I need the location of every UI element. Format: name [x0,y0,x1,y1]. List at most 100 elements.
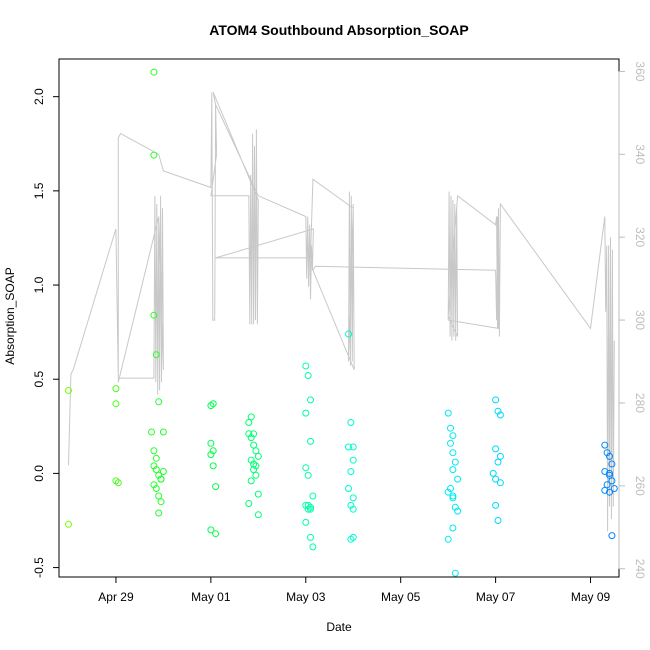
data-point-93 [449,524,457,532]
data-point-98 [494,407,502,415]
data-point-27 [209,400,217,408]
data-point-35 [245,419,253,426]
data-point-18 [150,481,158,489]
data-point-110 [606,452,613,460]
data-point-96 [449,492,457,500]
y-axis-label: Absorption_SOAP [3,267,17,364]
data-point-52 [302,362,310,370]
right-tick-label-1: 260 [633,476,647,496]
data-point-20 [155,492,163,500]
data-point-76 [347,501,355,509]
data-point-104 [492,475,500,483]
data-point-94 [444,535,452,543]
data-point-112 [601,468,609,475]
x-tick-label-5: May 09 [571,590,611,604]
data-point-42 [254,452,262,460]
data-point-100 [492,445,500,453]
data-point-84 [449,449,457,457]
data-point-25 [157,475,165,483]
data-point-103 [489,469,497,477]
data-point-15 [152,466,160,474]
data-point-88 [447,485,454,492]
data-point-9 [152,351,160,359]
y-tick-label-5: 2.0 [32,88,46,105]
data-point-105 [496,479,504,487]
x-axis-label: Date [326,620,352,634]
data-point-19 [152,485,160,492]
data-point-119 [608,532,616,540]
y-tick-label-1: 0.0 [32,465,46,482]
right-tick-label-0: 240 [633,559,647,579]
data-point-113 [606,471,613,479]
data-point-32 [212,483,220,491]
data-point-12 [150,447,158,455]
data-point-36 [247,413,255,421]
data-point-95 [451,569,459,577]
data-point-75 [349,494,357,502]
right-tick-label-2: 280 [633,393,647,413]
data-point-8 [150,311,158,319]
y-tick-label-2: 0.5 [32,371,46,388]
data-point-63 [302,518,310,526]
right-tick-label-4: 320 [633,227,647,247]
data-point-47 [252,471,260,479]
data-point-89 [444,488,452,496]
data-point-21 [157,498,165,506]
data-point-49 [254,490,262,498]
data-point-16 [155,471,163,479]
secondary-line [68,92,615,532]
data-point-68 [345,330,352,338]
data-point-1 [65,520,72,528]
data-point-111 [608,460,616,468]
data-point-118 [606,488,613,496]
data-point-30 [207,451,215,459]
data-point-67 [304,501,312,509]
data-point-82 [449,432,457,440]
x-tick-label-1: May 01 [191,590,231,604]
axes-layer: Apr 29 May 01 May 03 May 05 May 07 May 09 -0.5… [32,61,647,604]
data-point-58 [304,471,312,479]
chart-title: ATOM4 Southbound Absorption_SOAP [209,22,469,38]
data-point-79 [349,533,357,541]
data-point-73 [347,468,355,475]
data-point-90 [449,494,457,502]
data-point-59 [309,492,317,500]
data-point-56 [307,437,314,445]
data-point-23 [159,428,167,436]
data-point-92 [454,507,462,515]
data-point-31 [209,462,217,470]
data-point-115 [603,481,611,489]
y-tick-label-0: -0.5 [32,557,46,578]
data-point-61 [307,503,314,511]
data-point-83 [447,439,454,447]
data-point-114 [608,477,616,485]
data-point-10 [155,398,163,406]
data-point-97 [492,396,500,404]
data-point-3 [112,400,120,408]
data-point-46 [250,466,258,474]
data-point-13 [152,454,160,462]
data-point-38 [245,430,253,438]
data-point-37 [250,430,258,438]
x-tick-label-3: May 05 [381,590,421,604]
data-point-85 [451,458,459,466]
data-point-29 [209,447,217,455]
data-point-7 [150,151,158,159]
data-point-39 [247,434,255,442]
data-point-50 [245,500,253,507]
data-point-91 [451,503,459,511]
data-point-106 [492,501,500,509]
x-tick-label-4: May 07 [476,590,516,604]
data-point-22 [155,509,163,517]
data-point-64 [307,533,314,541]
data-point-81 [447,424,454,432]
data-point-0 [65,387,72,394]
data-point-102 [494,458,502,466]
data-point-40 [250,441,258,449]
data-point-65 [309,543,317,551]
data-point-5 [114,479,122,487]
data-point-6 [150,68,158,76]
x-tick-label-2: May 03 [286,590,326,604]
